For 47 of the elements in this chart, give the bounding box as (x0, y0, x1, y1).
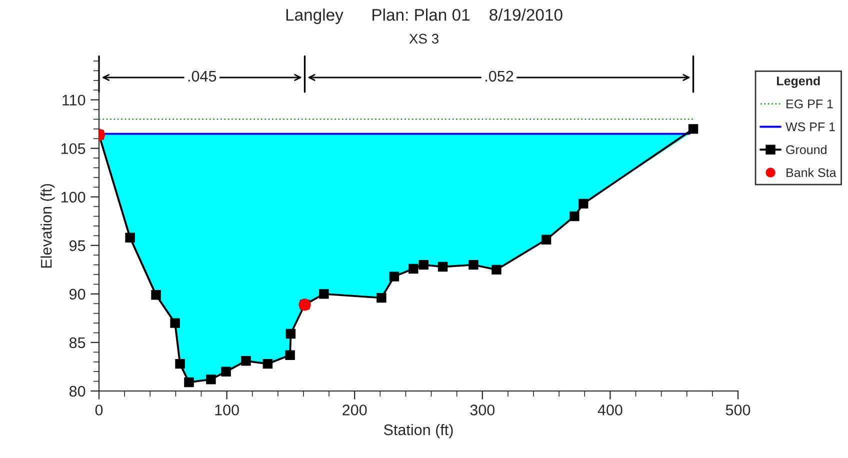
point (541, 234, 552, 244)
point (688, 124, 698, 134)
x-axis-title: Station (ft) (384, 424, 453, 438)
point (206, 374, 216, 384)
point (170, 318, 180, 328)
y-axis-title: Elevation (ft) (40, 184, 55, 268)
x-tick-label: 0 (95, 404, 103, 416)
y-tick-label: 100 (61, 192, 86, 203)
point (468, 260, 478, 270)
point (570, 211, 580, 222)
chart-subtitle: XS 3 (409, 34, 438, 44)
point (408, 264, 418, 274)
point (376, 292, 386, 303)
point (578, 198, 588, 209)
point (175, 358, 185, 369)
x-tick-label: 200 (342, 404, 367, 416)
legend-label: EG PF 1 (786, 99, 833, 108)
x-tick-label: 300 (470, 404, 495, 416)
point (125, 232, 135, 243)
y-tick-label: 110 (62, 94, 86, 106)
y-tick-label: 95 (70, 240, 86, 252)
point (418, 260, 428, 270)
annotation: .052 (486, 70, 514, 82)
point (438, 262, 448, 272)
x-tick-label: 100 (215, 404, 239, 416)
y-tick-label: 85 (69, 337, 86, 348)
point (492, 264, 502, 275)
legend-label: Bank Sta (786, 168, 836, 178)
y-tick-label: 105 (61, 143, 86, 154)
y-tick-label: 90 (70, 288, 86, 300)
legend-label: Ground (786, 144, 826, 154)
y-tick-label: 80 (69, 386, 86, 397)
annotation: .045 (188, 70, 216, 82)
legend-title: Legend (777, 76, 820, 88)
point (286, 328, 296, 339)
point (389, 272, 400, 282)
x-tick-label: 400 (598, 404, 622, 416)
point (285, 350, 295, 360)
point (221, 366, 231, 376)
point (319, 289, 329, 299)
chart-title: Langley Plan: Plan 01 8/19/2010 (286, 8, 562, 24)
point (262, 358, 273, 369)
point (184, 377, 194, 388)
point (151, 290, 161, 300)
x-tick-label: 500 (726, 404, 750, 416)
point (241, 356, 251, 366)
legend-label: WS PF 1 (786, 122, 835, 132)
